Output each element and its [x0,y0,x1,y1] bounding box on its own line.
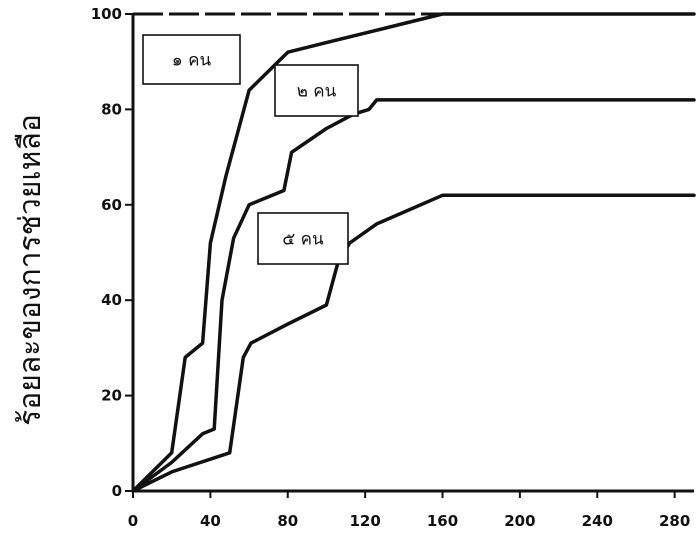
plot-frame [131,12,694,493]
series-line-2 [131,98,696,493]
x-tick-label: 160 [427,512,458,530]
x-tick-label: 80 [277,512,298,530]
y-tick-label: 80 [101,100,122,118]
y-tick-label: 100 [91,5,122,23]
x-tick-label: 280 [659,512,690,530]
x-tick-label: 120 [349,512,380,530]
y-tick-label: 0 [112,482,122,500]
legend-box-1 [142,34,241,85]
y-axis-label: ร้อยละของการช่วยเหลือ [13,114,48,426]
legend-boxes: ๑ คน๒ คน๕ คน [142,34,359,265]
legend-box-2 [274,64,359,117]
x-tick-label: 240 [582,512,613,530]
y-tick-label: 60 [101,196,122,214]
legend-label-1: ๑ คน [172,51,212,71]
series-lines [131,12,696,493]
y-tick-label: 20 [101,387,122,405]
y-tick-label: 40 [101,291,122,309]
legend-box-3 [257,212,349,265]
x-tick-label: 200 [504,512,535,530]
x-tick-label: 0 [128,512,138,530]
x-tick-label: 40 [200,512,221,530]
legend-label-3: ๕ คน [282,230,324,250]
series-line-1 [131,12,696,493]
legend-label-2: ๒ คน [297,82,337,102]
axis-ticks: 0 40 80 120 160 200 240 280 0 20 40 60 80 100 [91,5,691,530]
series-line-3 [131,193,696,493]
